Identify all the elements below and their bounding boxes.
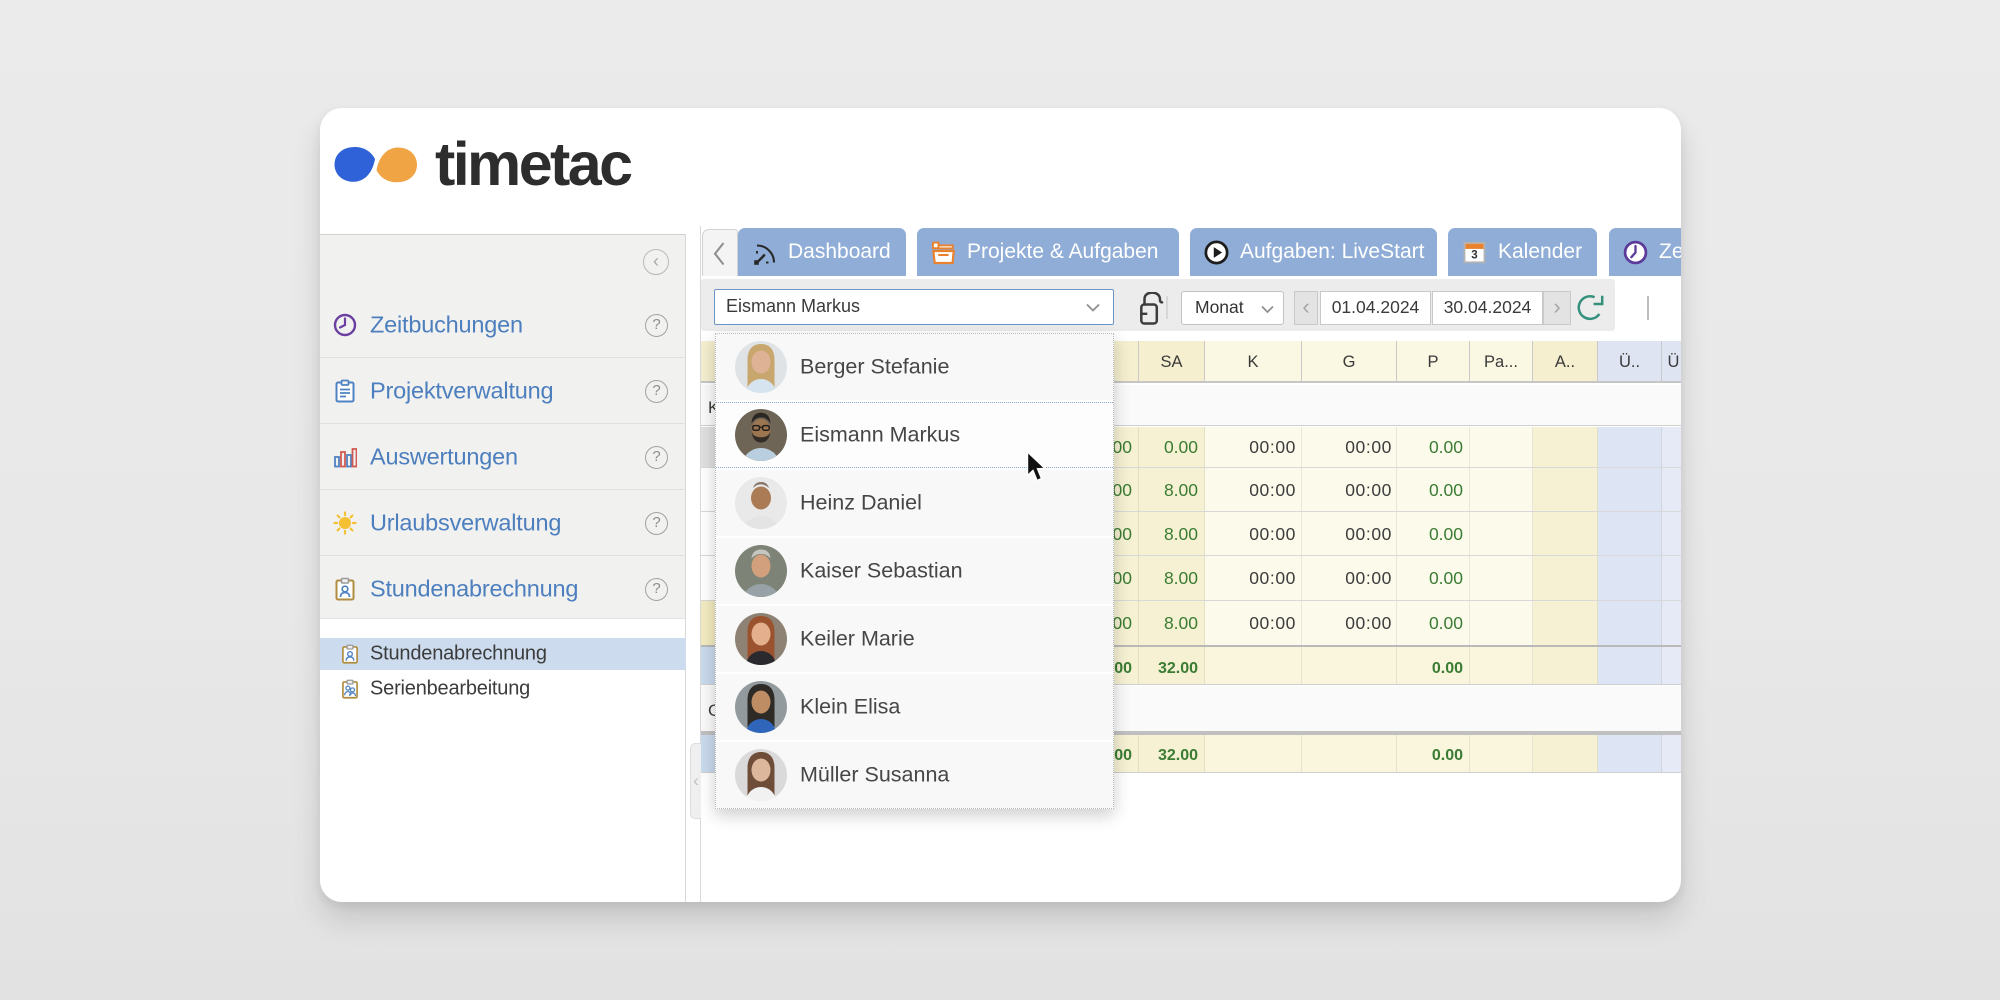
svg-text:3: 3 xyxy=(1471,249,1477,261)
